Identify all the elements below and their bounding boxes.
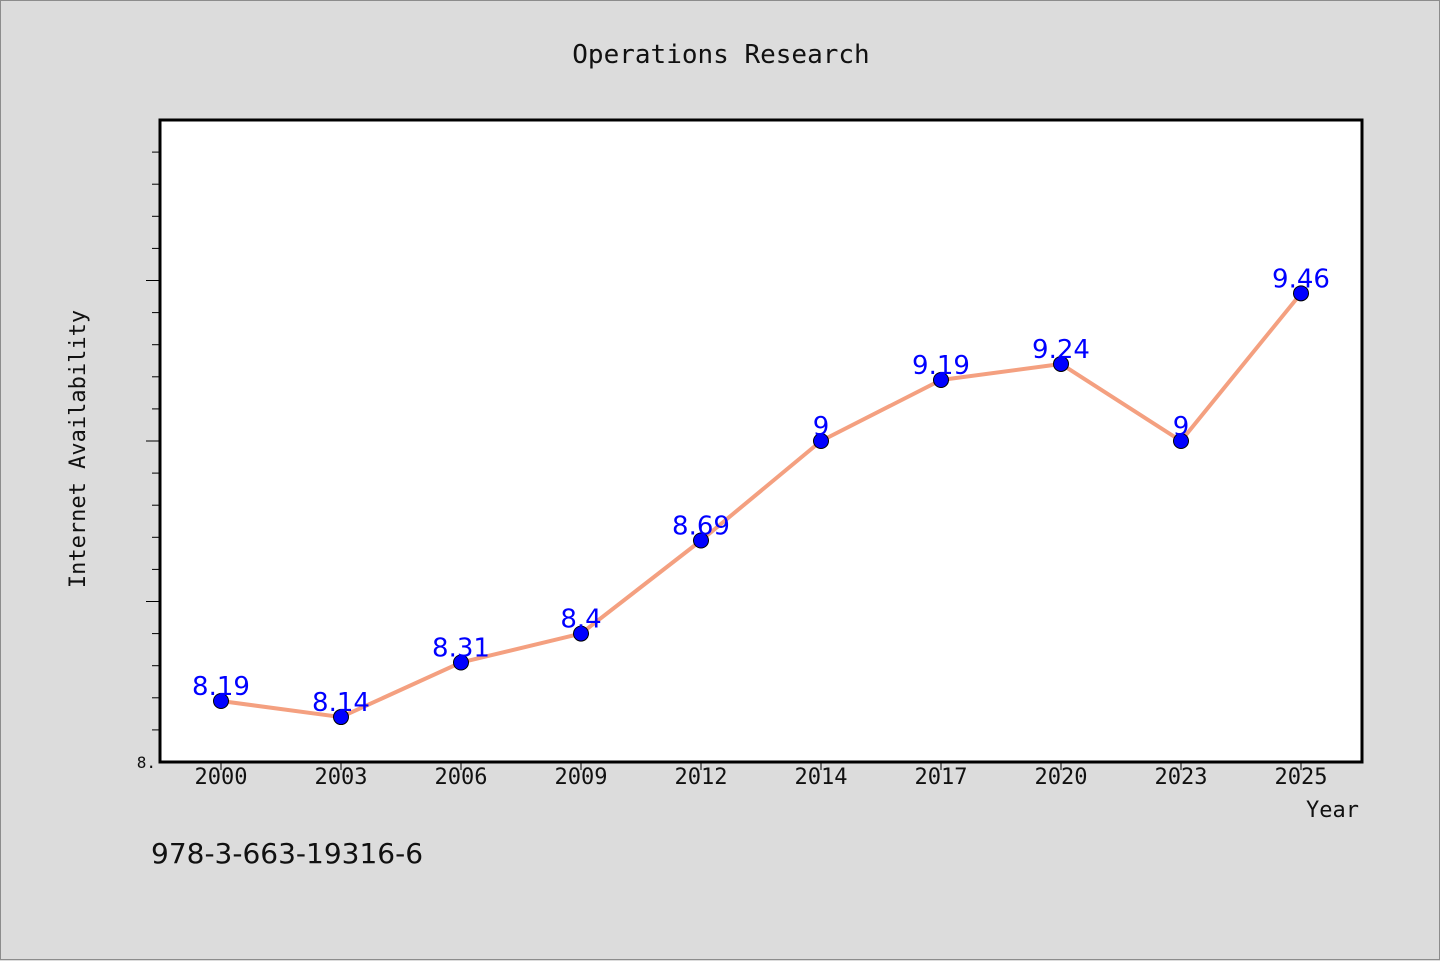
data-point [933,372,949,389]
series-line [219,291,1303,720]
data-point [1053,355,1069,372]
data-label: 9.24 [1032,335,1090,365]
data-point [213,693,229,710]
x-tick-label: 2000 [195,765,248,790]
data-label: 9 [1173,412,1190,442]
data-point [1293,285,1309,302]
chart-title: Operations Research [572,40,869,70]
data-label: 9 [813,412,830,442]
data-point [453,654,469,671]
data-label: 8.4 [560,605,601,635]
x-tick-label: 2006 [435,765,488,790]
isbn-text: 978-3-663-19316-6 [151,837,423,870]
data-label: 8.31 [432,633,490,663]
plot-area [158,118,1364,764]
x-tick-label: 2012 [675,765,728,790]
data-point [813,433,829,449]
series-layer: 8.19 8.14 8.31 8.4 8.69 9 9.19 9.24 9 9.46 [192,264,1330,726]
data-point [693,532,709,549]
data-label: 8.14 [312,688,370,718]
y-axis-ticks: 8. [137,151,160,772]
data-point [573,625,589,642]
x-tick-label: 2017 [915,765,968,790]
data-label: 8.69 [672,512,730,542]
x-tick-label: 2014 [795,765,848,790]
x-tick-label: 2020 [1035,765,1088,790]
x-tick-label: 2003 [315,765,368,790]
data-point [1173,433,1189,449]
x-tick-label: 2025 [1275,765,1328,790]
x-tick-label: 2009 [555,765,608,790]
data-label: 9.46 [1272,264,1330,294]
data-label: 9.19 [912,351,970,381]
y-axis-label: Internet Availability [66,310,91,588]
y-tick-label: 8. [137,753,156,772]
x-tick-label: 2023 [1155,765,1208,790]
x-axis-label: Year [1306,798,1359,823]
data-point [333,709,349,726]
x-axis-ticks: 2000 2003 2006 2009 2012 2014 2017 2020 2023 2025 [195,762,1328,790]
data-label: 8.19 [192,672,250,702]
